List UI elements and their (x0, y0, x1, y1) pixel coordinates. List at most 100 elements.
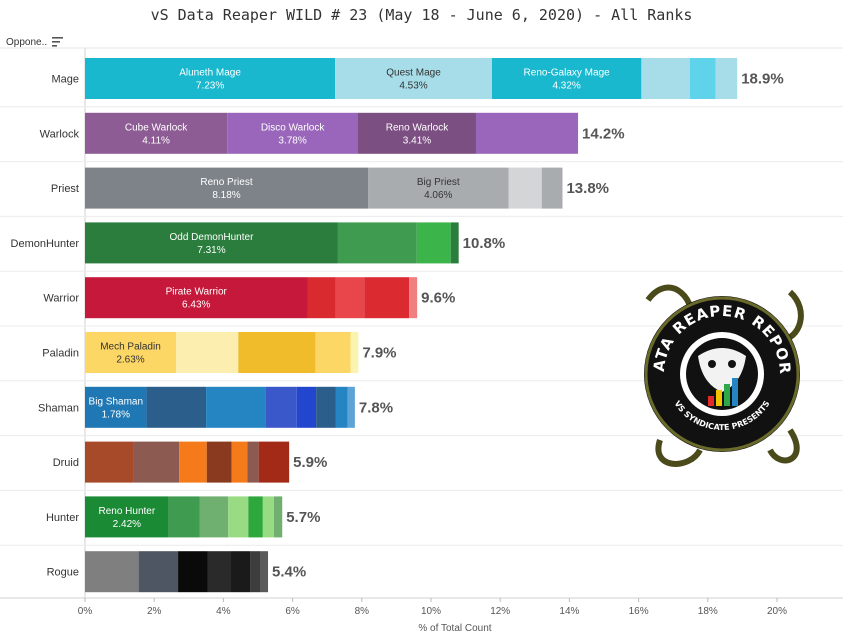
bar-segment[interactable] (199, 496, 229, 538)
bar-segment[interactable] (250, 551, 261, 593)
bar-segment[interactable] (273, 496, 283, 538)
bar-segment[interactable] (416, 222, 451, 264)
segment-name-label: Reno Hunter (99, 506, 156, 517)
bar-segment[interactable] (541, 167, 563, 209)
segment-name-label: Reno Priest (200, 177, 252, 188)
bar-segment[interactable] (168, 496, 200, 538)
bar-segment[interactable] (85, 386, 147, 428)
bar-segment[interactable] (85, 222, 338, 264)
bar-segment[interactable] (231, 551, 251, 593)
segment-name-label: Cube Warlock (125, 122, 188, 133)
segment-pct-label: 4.53% (399, 81, 427, 92)
category-label-druid: Druid (53, 457, 79, 469)
bar-segment[interactable] (248, 496, 263, 538)
bar-segment[interactable] (85, 112, 228, 154)
bar-segment[interactable] (491, 58, 642, 99)
x-tick-label: 6% (285, 606, 300, 617)
bar-total-label: 9.6% (421, 290, 455, 307)
bar-segment[interactable] (247, 441, 259, 483)
bar-segment[interactable] (368, 167, 509, 209)
bar-total-label: 5.9% (293, 454, 327, 471)
bar-segment[interactable] (207, 551, 232, 593)
bar-segment[interactable] (335, 277, 365, 319)
bar-segment[interactable] (689, 58, 716, 99)
bar-segment[interactable] (85, 441, 134, 483)
segment-name-label: Pirate Warrior (166, 287, 228, 298)
bar-segment[interactable] (335, 58, 492, 99)
bar-segment[interactable] (508, 167, 542, 209)
bar-segment[interactable] (238, 332, 316, 373)
x-tick-label: 12% (490, 606, 510, 617)
segment-name-label: Disco Warlock (261, 122, 326, 133)
bar-segment[interactable] (335, 386, 348, 428)
bar-segment[interactable] (347, 386, 355, 428)
bar-segment[interactable] (179, 441, 207, 483)
x-tick-label: 14% (559, 606, 579, 617)
bar-segment[interactable] (260, 551, 269, 593)
segment-pct-label: 4.11% (142, 135, 170, 146)
x-tick-label: 18% (698, 606, 718, 617)
category-label-priest: Priest (51, 183, 79, 195)
sort-icon[interactable] (52, 37, 64, 47)
segment-pct-label: 8.18% (212, 190, 240, 201)
column-header-opponent[interactable]: Oppone.. (6, 37, 48, 48)
category-label-rogue: Rogue (47, 567, 79, 579)
bar-segment[interactable] (138, 551, 179, 593)
bar-segment[interactable] (337, 222, 417, 264)
bar-segment[interactable] (85, 58, 336, 99)
segment-name-label: Odd DemonHunter (169, 232, 254, 243)
bar-segment[interactable] (146, 386, 207, 428)
bar-segment[interactable] (178, 551, 208, 593)
segment-pct-label: 3.78% (278, 135, 306, 146)
segment-name-label: Mech Paladin (100, 342, 161, 353)
bar-segment[interactable] (315, 332, 351, 373)
category-label-demonhunter: DemonHunter (11, 238, 80, 250)
segment-pct-label: 4.06% (424, 190, 452, 201)
bar-segment[interactable] (262, 496, 274, 538)
segment-pct-label: 1.78% (102, 409, 130, 420)
mini-chart-bar (716, 390, 722, 406)
bar-segment[interactable] (350, 332, 359, 373)
bar-segment[interactable] (296, 386, 317, 428)
bar-segment[interactable] (475, 112, 579, 154)
bar-segment[interactable] (409, 277, 418, 319)
bar-total-label: 7.9% (362, 345, 396, 362)
bar-segment[interactable] (85, 496, 169, 538)
bar-segment[interactable] (715, 58, 738, 99)
bar-segment[interactable] (316, 386, 336, 428)
bar-segment[interactable] (206, 386, 266, 428)
category-label-mage: Mage (51, 74, 79, 86)
bar-segment[interactable] (133, 441, 180, 483)
bar-segment[interactable] (265, 386, 297, 428)
bar-segment[interactable] (228, 496, 249, 538)
category-label-paladin: Paladin (42, 348, 79, 360)
bar-segment[interactable] (85, 167, 369, 209)
bar-segment[interactable] (450, 222, 459, 264)
bar-total-label: 18.9% (741, 71, 784, 88)
bar-segment[interactable] (85, 277, 308, 319)
segment-pct-label: 4.32% (552, 81, 580, 92)
bar-segment[interactable] (206, 441, 232, 483)
chart-title: vS Data Reaper WILD # 23 (May 18 - June … (150, 6, 693, 24)
bar-segment[interactable] (364, 277, 410, 319)
segment-pct-label: 7.23% (196, 81, 224, 92)
segment-name-label: Big Priest (417, 177, 460, 188)
segment-pct-label: 3.41% (403, 135, 431, 146)
category-label-hunter: Hunter (46, 512, 79, 524)
x-tick-label: 10% (421, 606, 441, 617)
segment-name-label: Reno-Galaxy Mage (524, 68, 611, 79)
bar-segment[interactable] (307, 277, 336, 319)
category-label-warrior: Warrior (43, 293, 79, 305)
bar-segment[interactable] (641, 58, 690, 99)
bar-segment[interactable] (85, 332, 176, 373)
bar-segment[interactable] (85, 551, 139, 593)
bar-segment[interactable] (175, 332, 239, 373)
vine-decoration (645, 284, 804, 467)
bar-segment[interactable] (231, 441, 248, 483)
bar-segment[interactable] (258, 441, 290, 483)
bar-segment[interactable] (227, 112, 358, 154)
mask-eye-right (728, 360, 736, 368)
bar-segment[interactable] (357, 112, 476, 154)
segment-pct-label: 6.43% (182, 300, 210, 311)
